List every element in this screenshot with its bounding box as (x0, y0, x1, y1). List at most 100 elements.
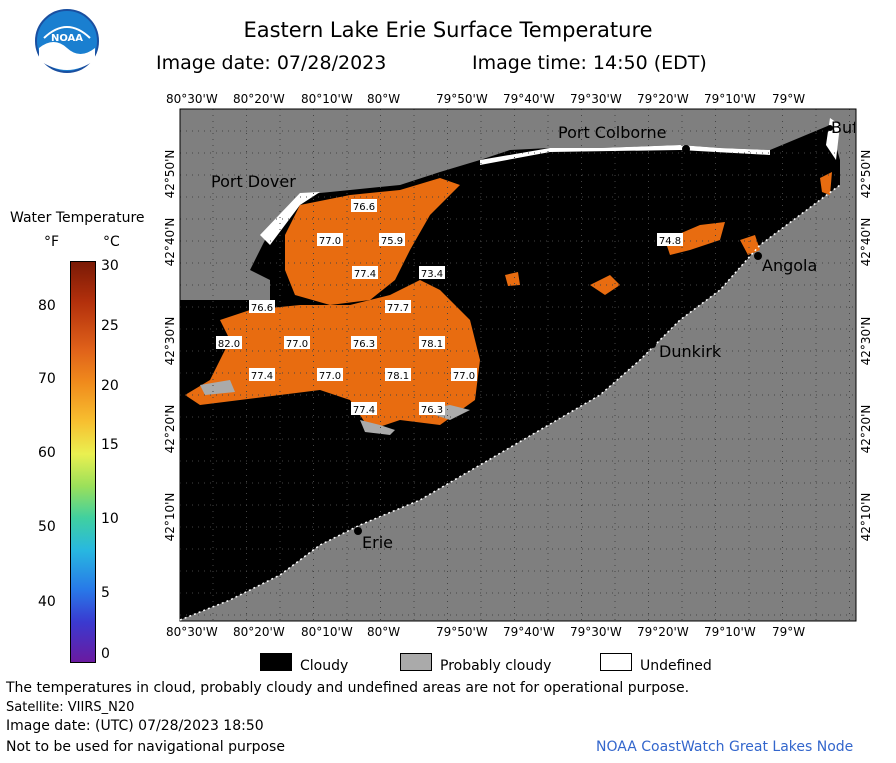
lon-label-top: 80°W (367, 92, 401, 106)
place-port-colborne: Port Colborne (558, 123, 667, 142)
lon-label-top: 79°W (772, 92, 806, 106)
colorbar-tick-f: 60 (38, 445, 56, 461)
satellite: Satellite: VIIRS_N20 (6, 700, 135, 715)
temp-label-box (317, 233, 343, 246)
place-port-dover: Port Dover (211, 172, 296, 191)
lat-label-right: 42°20'N (859, 404, 873, 454)
legend-cloudy-swatch (260, 653, 292, 671)
temp-label-box (379, 233, 405, 246)
lon-label-bottom: 80°30'W (166, 625, 218, 639)
lat-label-right: 42°10'N (859, 492, 873, 542)
colorbar-tick-f: 50 (38, 519, 56, 535)
lat-label-right: 42°30'N (859, 316, 873, 366)
colorbar-tick-c: 30 (101, 258, 119, 274)
colorbar-tick-c: 0 (101, 646, 110, 662)
temperature-labels: 76.6 77.0 75.9 77.4 73.4 76.6 77.7 82.0 77.0 76.3… (216, 199, 683, 416)
place-buffalo: Buf (831, 118, 855, 137)
lon-label-top: 79°30'W (570, 92, 622, 106)
temp-label-box (351, 199, 377, 212)
lon-label-bottom: 79°20'W (637, 625, 689, 639)
disclaimer: The temperatures in cloud, probably clou… (6, 680, 690, 696)
colorbar-title: Water Temperature (10, 210, 145, 226)
temp-label: 77.0 (319, 371, 341, 382)
lon-label-bottom: 80°10'W (301, 625, 353, 639)
lon-label-top: 80°10'W (301, 92, 353, 106)
legend-undefined: Undefined (640, 658, 712, 674)
lat-label-left: 42°10'N (163, 492, 177, 542)
lon-label-top: 79°50'W (436, 92, 488, 106)
lon-label-bottom: 79°40'W (503, 625, 555, 639)
temp-label-box (249, 300, 275, 313)
temp-label-box (385, 368, 411, 381)
temp-label-box (351, 336, 377, 349)
utc-date: Image date: (UTC) 07/28/2023 18:50 (6, 718, 264, 734)
logo-text: NOAA (51, 33, 83, 44)
temp-label: 77.7 (387, 303, 409, 314)
marker-port-colborne (682, 145, 690, 153)
temp-label-box (317, 368, 343, 381)
colorbar-tick-c: 5 (101, 585, 110, 601)
place-dunkirk: Dunkirk (659, 342, 722, 361)
temp-label: 78.1 (421, 339, 443, 350)
page-title: Eastern Lake Erie Surface Temperature (243, 18, 653, 42)
image-date: Image date: 07/28/2023 (156, 52, 387, 74)
noaa-logo: NOAA (35, 9, 99, 73)
lat-label-left: 42°20'N (163, 404, 177, 454)
temp-label-box (351, 402, 377, 415)
temp-label: 76.6 (251, 303, 273, 314)
temp-label-box (419, 266, 445, 279)
temp-label: 78.1 (387, 371, 409, 382)
temp-label: 76.6 (353, 202, 375, 213)
colorbar-tick-f: 70 (38, 371, 56, 387)
lat-label-right: 42°50'N (859, 149, 873, 199)
colorbar-tick-c: 10 (101, 511, 119, 527)
temp-label: 77.4 (353, 405, 375, 416)
lon-label-top: 79°20'W (637, 92, 689, 106)
lon-label-top: 79°10'W (704, 92, 756, 106)
warm-region-east (665, 222, 725, 255)
colorbar-tick-f: 40 (38, 594, 56, 610)
temp-label: 77.4 (251, 371, 273, 382)
lat-label-left: 42°50'N (163, 149, 177, 199)
lon-label-bottom: 80°20'W (233, 625, 285, 639)
colorbar (70, 261, 96, 663)
temp-label-box (216, 336, 242, 349)
lon-label-bottom: 79°30'W (570, 625, 622, 639)
temp-label: 76.3 (421, 405, 443, 416)
lat-label-right: 42°40'N (859, 217, 873, 267)
lat-label-left: 42°30'N (163, 316, 177, 366)
lat-label-left: 42°40'N (163, 217, 177, 267)
place-angola: Angola (762, 256, 818, 275)
legend-probably-cloudy: Probably cloudy (440, 658, 552, 674)
legend-probably-cloudy-swatch (400, 653, 432, 671)
temp-label-box (284, 336, 310, 349)
image-time: Image time: 14:50 (EDT) (472, 52, 707, 74)
legend-cloudy: Cloudy (300, 658, 349, 674)
colorbar-tick-c: 20 (101, 378, 119, 394)
temp-label: 82.0 (218, 339, 240, 350)
marker-erie (354, 527, 362, 535)
colorbar-tick-f: 80 (38, 298, 56, 314)
temp-label: 77.0 (319, 236, 341, 247)
temp-label: 77.4 (354, 269, 376, 280)
colorbar-tick-c: 25 (101, 318, 119, 334)
marker-angola (754, 252, 762, 260)
temp-label: 73.4 (421, 269, 443, 280)
nav-note: Not to be used for navigational purpose (6, 739, 285, 755)
temp-label: 74.8 (659, 236, 681, 247)
lon-label-top: 79°40'W (503, 92, 555, 106)
colorbar-tick-c: 15 (101, 437, 119, 453)
temp-label: 77.0 (453, 371, 475, 382)
lon-label-top: 80°30'W (166, 92, 218, 106)
unit-c: °C (103, 234, 120, 250)
lon-label-bottom: 79°10'W (704, 625, 756, 639)
temp-label-box (249, 368, 275, 381)
place-erie: Erie (362, 533, 393, 552)
temp-label-box (385, 300, 411, 313)
grid-lines (180, 109, 856, 621)
temp-label-box (419, 402, 445, 415)
credit: NOAA CoastWatch Great Lakes Node (596, 739, 854, 755)
marker-dunkirk (650, 342, 656, 348)
lon-label-bottom: 79°W (772, 625, 806, 639)
